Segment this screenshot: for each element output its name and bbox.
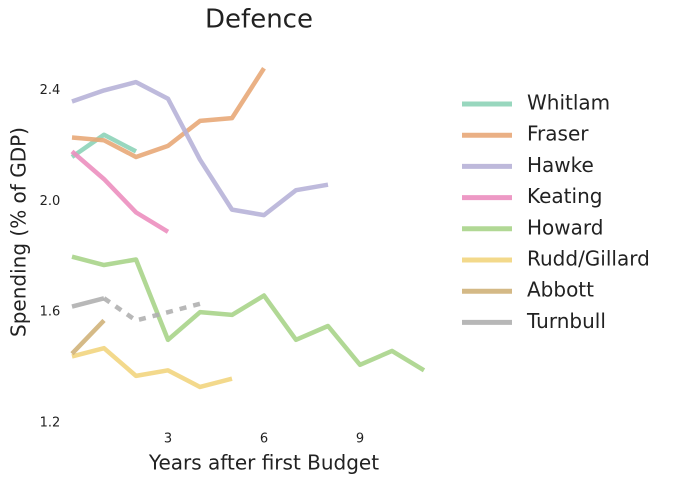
x-tick-label: 3 xyxy=(164,432,172,447)
legend-label: Hawke xyxy=(527,153,594,177)
series-line xyxy=(71,67,266,160)
legend-label: Abbott xyxy=(527,278,594,302)
x-tick-label: 6 xyxy=(260,432,268,447)
legend-label: Keating xyxy=(527,184,602,208)
projection-line xyxy=(102,296,201,323)
x-axis-label: Years after first Budget xyxy=(148,451,379,475)
legend-label: Howard xyxy=(527,215,603,239)
series-line xyxy=(70,318,106,356)
chart-title: Defence xyxy=(205,5,313,35)
series-line xyxy=(71,79,329,218)
y-tick-label: 1.6 xyxy=(40,305,61,320)
y-tick-label: 1.2 xyxy=(40,416,61,431)
series-line xyxy=(71,345,233,390)
series-line xyxy=(71,296,105,309)
legend-label: Rudd/Gillard xyxy=(527,247,650,271)
series-line xyxy=(71,254,426,373)
y-tick-label: 2.0 xyxy=(40,194,61,209)
x-tick-label: 9 xyxy=(356,432,364,447)
legend-label: Whitlam xyxy=(527,91,610,115)
y-axis-label: Spending (% of GDP) xyxy=(7,127,31,337)
series-line xyxy=(70,132,138,159)
series-line xyxy=(70,149,170,234)
y-tick-label: 2.4 xyxy=(40,83,61,98)
legend-label: Turnbull xyxy=(526,309,606,333)
legend-label: Fraser xyxy=(527,122,589,146)
